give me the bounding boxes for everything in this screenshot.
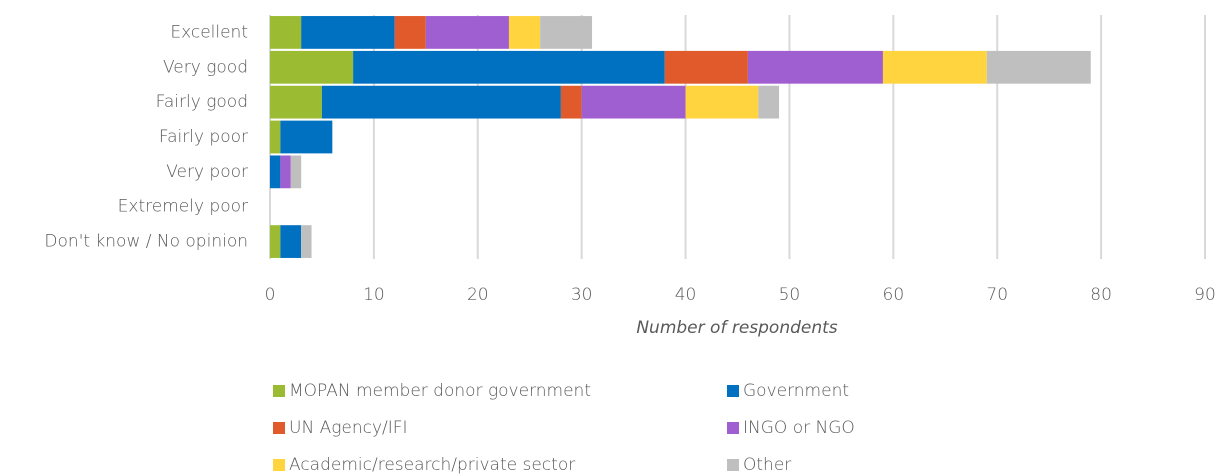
bar-segment: [581, 85, 686, 119]
bar-segment: [882, 50, 987, 84]
y-tick-label: Excellent: [170, 22, 248, 42]
legend-label: MOPAN member donor government: [289, 381, 591, 401]
bar-segment: [685, 85, 759, 119]
bar-segment: [270, 16, 302, 49]
legend-swatch: [727, 459, 739, 471]
y-tick-label: Fairly good: [156, 92, 248, 112]
x-axis-label: Number of respondents: [636, 318, 837, 338]
bar-segment: [321, 85, 561, 119]
bar-segment: [540, 16, 593, 49]
y-tick-label: Don't know / No opinion: [44, 232, 248, 252]
legend-swatch: [273, 385, 285, 397]
x-tick-label: 40: [675, 285, 697, 305]
x-tick-label: 30: [571, 285, 593, 305]
bar-segment: [270, 225, 281, 258]
bar-segment: [560, 85, 582, 119]
x-tick-label: 80: [1090, 285, 1112, 305]
bar-segment: [280, 155, 291, 189]
legend-label: Government: [743, 381, 849, 401]
x-tick-label: 90: [1194, 285, 1216, 305]
y-tick-label: Fairly poor: [159, 127, 248, 147]
legend-swatch: [273, 422, 285, 434]
bar-segment: [301, 16, 395, 49]
bar-segment: [270, 50, 354, 84]
legend-label: Other: [743, 455, 791, 474]
legend-swatch: [273, 459, 285, 471]
bar-segment: [425, 16, 509, 49]
bar-segment: [290, 155, 302, 189]
x-tick-label: 0: [265, 285, 276, 305]
bar-segment: [758, 85, 780, 119]
x-tick-label: 20: [467, 285, 489, 305]
y-tick-label: Very poor: [166, 162, 248, 182]
bar-segment: [394, 16, 426, 49]
x-tick-label: 50: [779, 285, 801, 305]
bar-segment: [270, 85, 322, 119]
x-tick-label: 70: [986, 285, 1008, 305]
bar-segment: [280, 225, 302, 258]
legend-swatch: [727, 385, 739, 397]
bar-segment: [664, 50, 748, 84]
bar-segment: [353, 50, 665, 84]
y-tick-label: Very good: [163, 57, 248, 77]
bar-segment: [270, 120, 281, 154]
legend-swatch: [727, 422, 739, 434]
legend-label: Academic/research/private sector: [289, 455, 575, 474]
bar-segment: [270, 155, 281, 189]
bar-segment: [508, 16, 541, 49]
bar-segment: [280, 120, 333, 154]
bar-segment: [747, 50, 883, 84]
legend-label: INGO or NGO: [743, 418, 855, 438]
bar-segment: [986, 50, 1091, 84]
x-tick-label: 60: [883, 285, 905, 305]
bar-segment: [301, 225, 312, 258]
y-tick-label: Extremely poor: [118, 197, 248, 217]
legend-label: UN Agency/IFI: [289, 418, 408, 438]
x-tick-label: 10: [363, 285, 385, 305]
